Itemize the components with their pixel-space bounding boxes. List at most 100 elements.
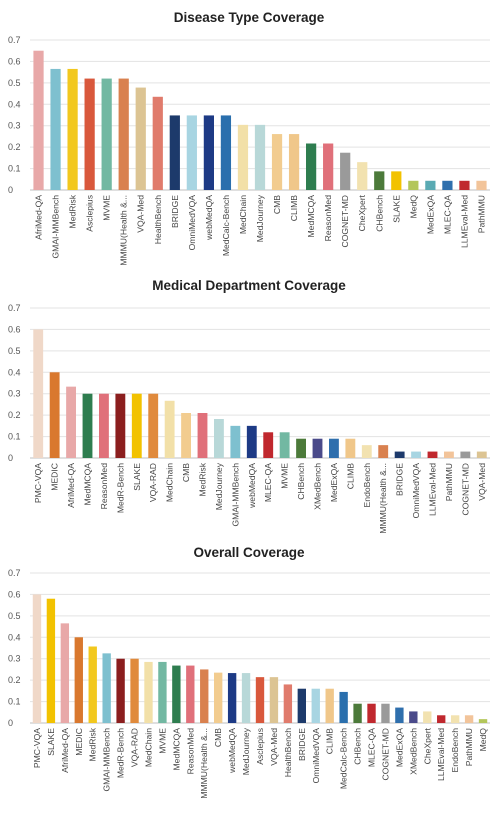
x-tick-label: AfriMed-QA	[66, 463, 76, 508]
bar	[296, 438, 306, 458]
x-tick-label: webMedQA	[247, 463, 257, 509]
bar	[33, 50, 44, 190]
y-tick-label: 0.7	[8, 35, 21, 45]
x-tick-label: GMAI-MMBench	[102, 728, 112, 792]
chart-title: Medical Department Coverage	[152, 278, 346, 293]
bar	[203, 115, 214, 190]
x-tick-label: AfriMed-QA	[34, 195, 44, 240]
bar	[425, 180, 436, 190]
bar	[279, 432, 290, 458]
y-tick-label: 0.6	[8, 56, 21, 66]
x-tick-label: Asclepius	[85, 195, 95, 232]
x-tick-label: MedR-Bench	[116, 728, 126, 778]
bar	[102, 653, 111, 723]
x-tick-label: CMB	[213, 728, 223, 747]
y-tick-label: 0.5	[8, 78, 21, 88]
x-tick-label: Asclepius	[255, 728, 265, 765]
bar	[164, 400, 175, 458]
y-tick-label: 0.7	[8, 568, 21, 578]
x-tick-label: CLIMB	[289, 195, 299, 222]
bar	[230, 425, 241, 458]
x-tick-label: MedJourney	[255, 194, 265, 242]
bar	[476, 180, 487, 190]
x-tick-label: ReasonMed	[99, 463, 109, 510]
x-tick-label: OmniMedVQA	[187, 195, 197, 251]
bar	[135, 87, 146, 190]
bar	[237, 124, 249, 190]
x-tick-label: MMMU(Health &...	[119, 195, 129, 266]
x-tick-label: VQA-Med	[477, 463, 487, 501]
x-tick-label: PathMMU	[464, 728, 474, 766]
y-tick-label: 0.5	[8, 611, 21, 621]
x-tick-label: MVME	[280, 463, 290, 489]
bar	[32, 594, 42, 723]
bar	[442, 180, 453, 190]
x-tick-label: CLIMB	[325, 728, 335, 755]
x-tick-label: OmniMedVQA	[311, 728, 321, 784]
bar	[459, 180, 470, 190]
bar	[101, 78, 112, 190]
bar	[381, 703, 390, 723]
bar	[99, 393, 109, 458]
x-tick-label: PathMMU	[476, 195, 486, 233]
y-tick-label: 0.3	[8, 121, 21, 131]
x-tick-label: MLEC-QA	[263, 463, 273, 502]
x-tick-label: MEDIC	[50, 463, 60, 491]
x-tick-label: LLMEval-Med	[436, 728, 446, 781]
bar	[246, 425, 257, 458]
x-tick-label: VQA-Med	[136, 195, 146, 233]
x-tick-label: EndoBench	[362, 463, 372, 508]
x-tick-label: MMMU(Health &...	[378, 463, 388, 534]
y-tick-label: 0.6	[8, 589, 21, 599]
bar	[254, 124, 266, 190]
x-tick-label: MedChain	[143, 728, 153, 767]
bar	[329, 438, 339, 458]
x-tick-label: GMAI-MMBench	[51, 195, 61, 259]
bar	[50, 68, 61, 190]
bar	[241, 673, 251, 723]
x-tick-label: MMMU(Health &...	[199, 728, 209, 799]
y-tick-label: 0.7	[8, 303, 21, 313]
y-tick-label: 0.1	[8, 697, 21, 707]
x-tick-label: AfriMed-QA	[60, 728, 70, 773]
x-tick-label: SLAKE	[391, 195, 401, 223]
y-tick-label: 0.5	[8, 346, 21, 356]
x-tick-label: SLAKE	[46, 728, 56, 756]
bar	[158, 661, 167, 723]
bar	[200, 669, 209, 723]
x-tick-label: COGNET-MD	[380, 728, 390, 781]
x-tick-label: XMedBench	[313, 463, 323, 510]
x-tick-label: BRIDGE	[395, 463, 405, 496]
bar	[340, 152, 351, 190]
bar	[116, 658, 125, 723]
x-tick-label: MedJourney	[214, 462, 224, 510]
y-tick-label: 0.1	[8, 164, 21, 174]
x-tick-label: MedChain	[238, 195, 248, 234]
x-tick-label: SLAKE	[132, 463, 142, 491]
x-tick-label: webMedQA	[204, 195, 214, 241]
x-tick-label: CMB	[272, 195, 282, 214]
x-tick-label: BRIDGE	[297, 728, 307, 761]
x-tick-label: MEDIC	[74, 728, 84, 756]
x-tick-label: CheXpert	[357, 194, 367, 231]
bar	[353, 703, 362, 723]
x-tick-label: HealthBench	[283, 728, 293, 777]
bar	[325, 688, 334, 723]
x-tick-label: ReasonMed	[323, 195, 333, 242]
bar	[339, 691, 348, 723]
bar	[115, 393, 126, 458]
y-tick-label: 0.2	[8, 675, 21, 685]
x-tick-label: VQA-RAD	[130, 728, 140, 767]
x-tick-label: MVME	[102, 195, 112, 221]
bar	[297, 688, 306, 723]
x-tick-label: ReasonMed	[185, 728, 195, 775]
x-tick-label: webMedQA	[227, 728, 237, 774]
bar	[74, 637, 83, 723]
bar	[130, 658, 139, 723]
bar	[478, 719, 488, 723]
x-tick-label: PathMMU	[444, 463, 454, 501]
bar	[374, 171, 385, 190]
y-tick-label: 0	[8, 185, 13, 195]
bar	[306, 143, 317, 190]
x-tick-label: MedMCQA	[83, 463, 93, 506]
